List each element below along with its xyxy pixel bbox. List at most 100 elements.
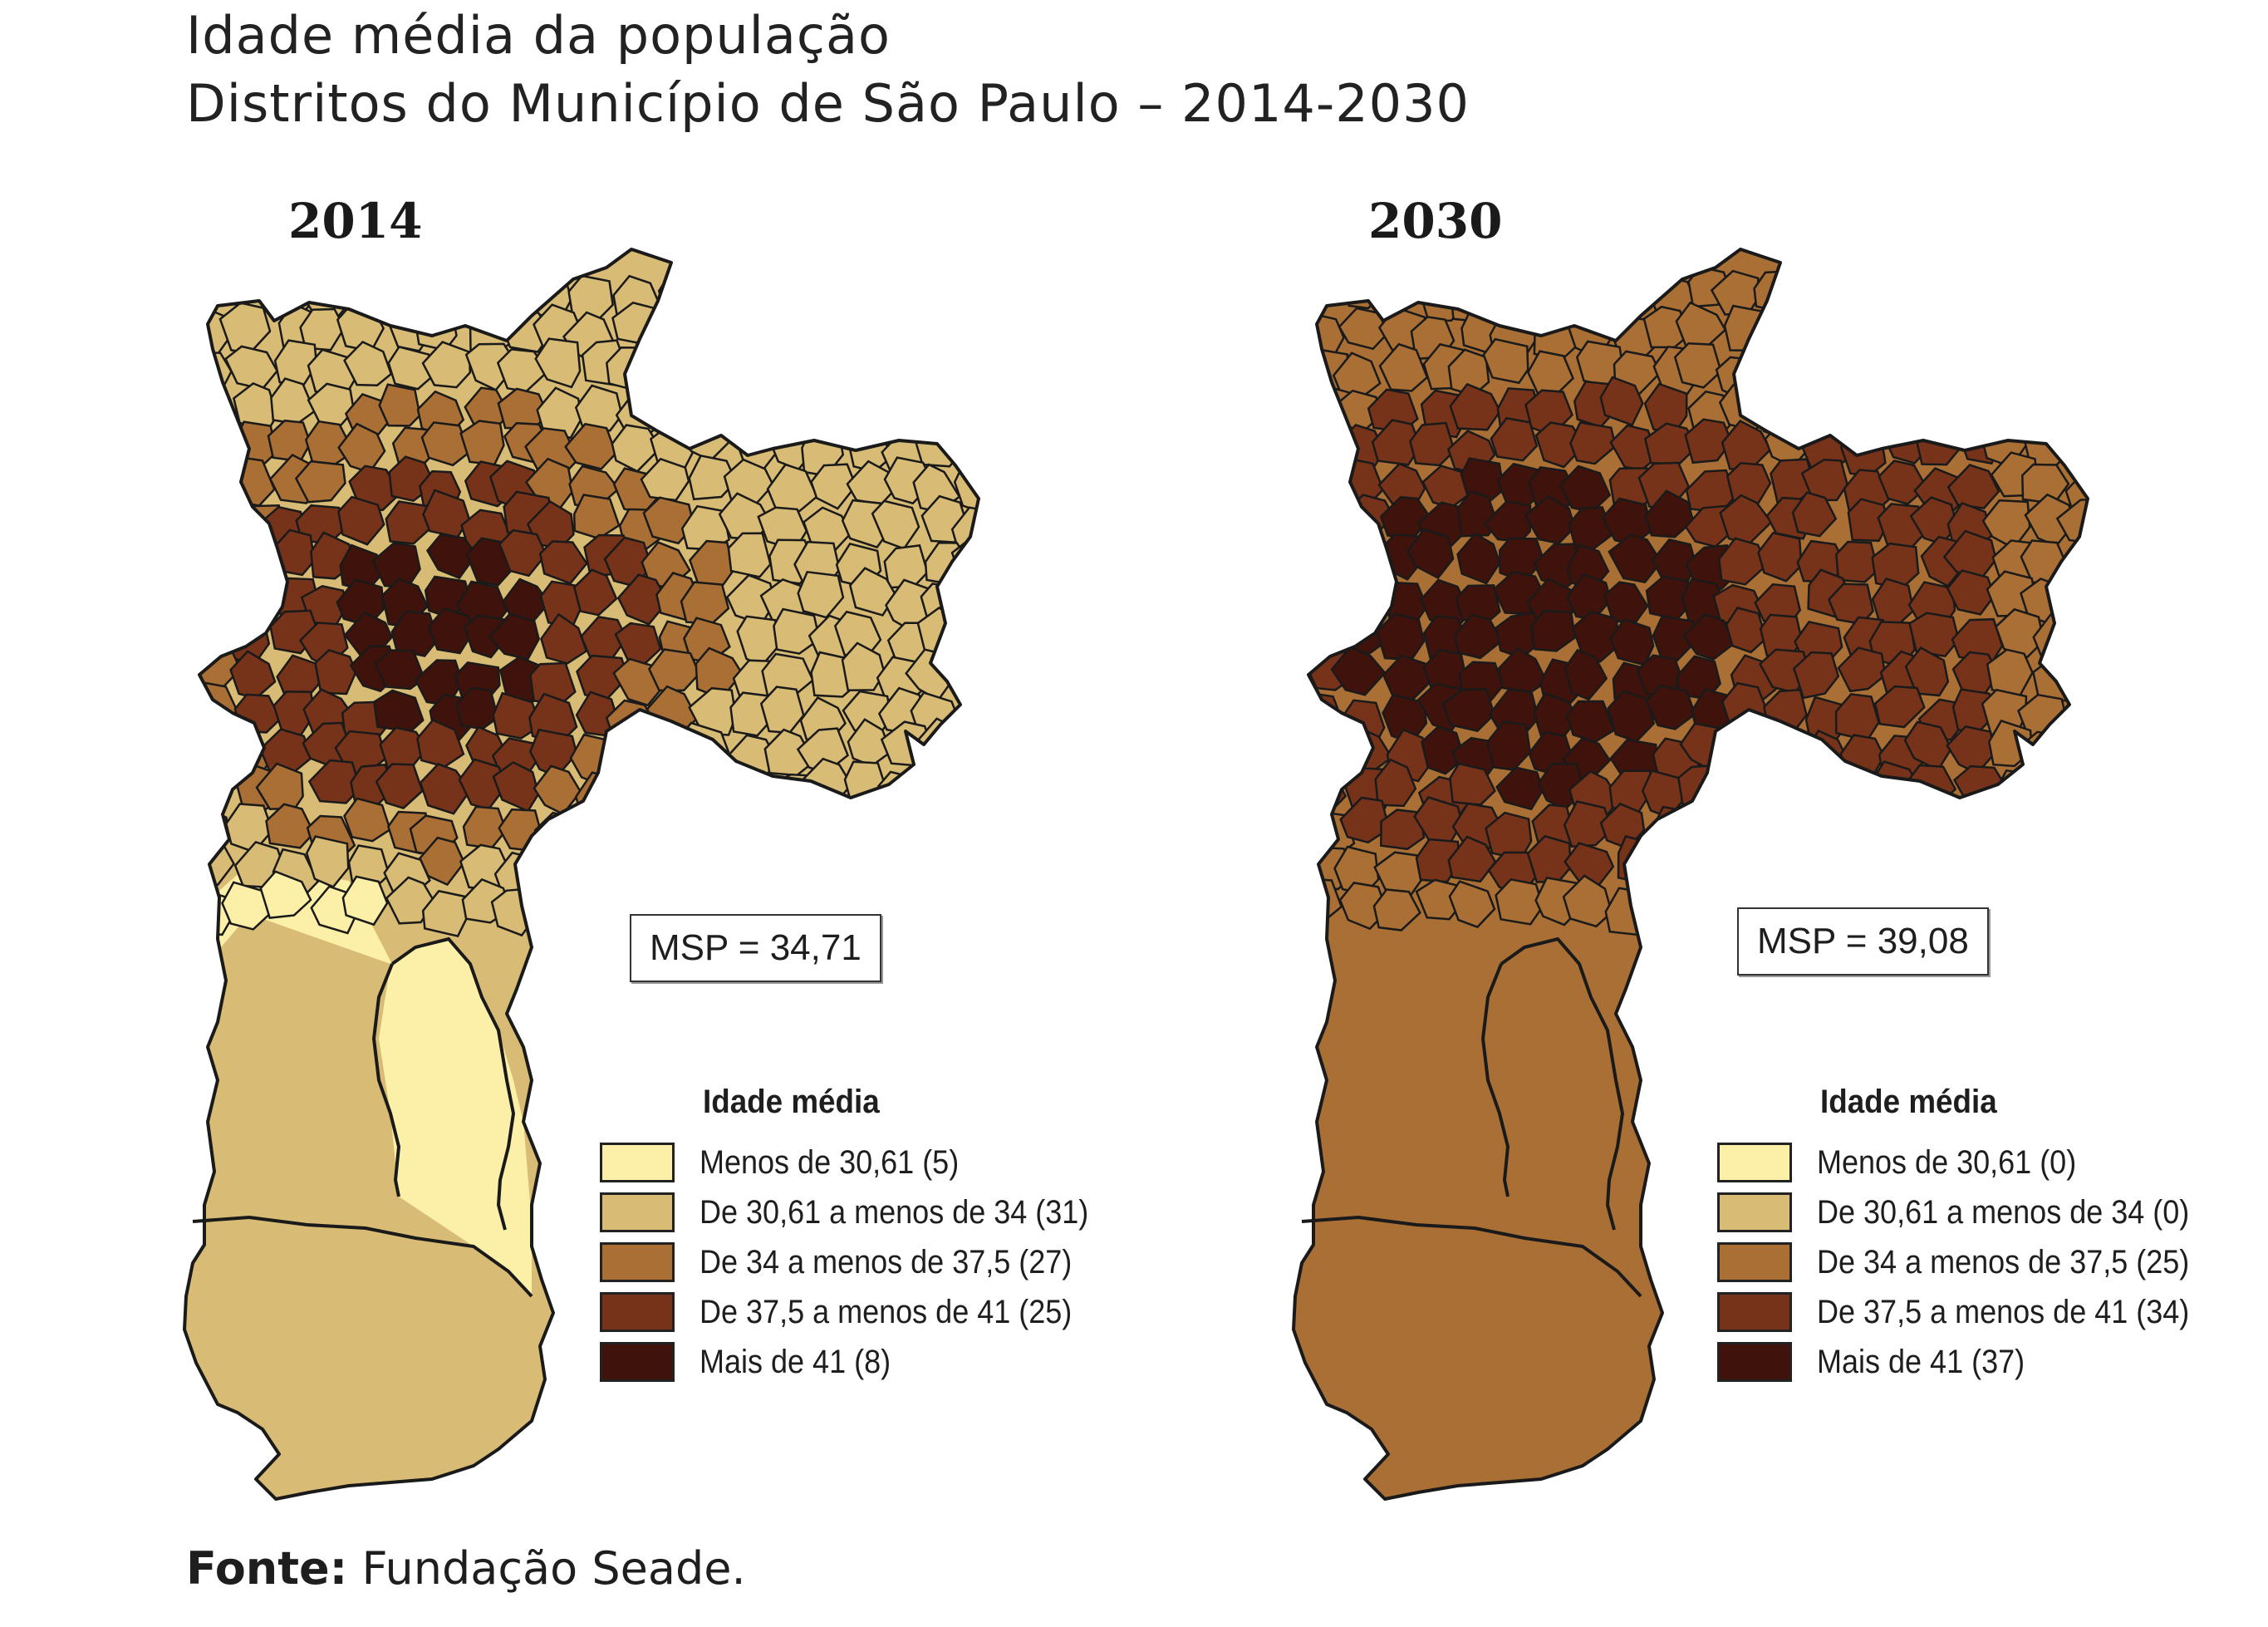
district-polygon — [2070, 653, 2088, 703]
district-polygon — [1946, 266, 2000, 317]
district-polygon — [946, 725, 979, 775]
district-polygon — [420, 421, 471, 467]
district-polygon — [1299, 469, 1354, 514]
district-polygon — [762, 378, 809, 426]
legend-swatch — [600, 1242, 675, 1282]
district-polygon — [1995, 607, 2045, 659]
district-polygon — [294, 460, 346, 504]
district-polygon — [1676, 808, 1731, 858]
map-panel-2014: 2014 MSP = 34,71 Idade média Menos de 30… — [183, 193, 1132, 1501]
legend-swatch — [600, 1192, 675, 1232]
district-polygon — [186, 383, 230, 431]
district-polygon — [2063, 430, 2088, 472]
south-region — [1302, 864, 1641, 1296]
district-polygon — [650, 388, 700, 435]
legend-label: Menos de 30,61 (0) — [1817, 1143, 2077, 1181]
district-polygon — [949, 887, 979, 931]
district-polygon — [1835, 851, 1879, 897]
district-polygon — [1644, 489, 1695, 538]
legend-swatch — [1717, 1143, 1792, 1182]
legend-item: De 34 a menos de 37,5 (27) — [600, 1237, 1132, 1287]
district-polygon — [1298, 728, 1349, 782]
district-polygon — [1915, 848, 1965, 899]
district-polygon — [805, 347, 858, 396]
district-polygon — [1447, 835, 1497, 883]
district-polygon — [492, 691, 542, 740]
title-line-2: Distritos do Município de São Paulo – 20… — [186, 73, 1470, 134]
district-polygon — [1986, 386, 2040, 430]
district-polygon — [1982, 310, 2035, 357]
district-polygon — [616, 729, 665, 778]
district-polygon — [1990, 267, 2045, 317]
district-polygon — [1641, 881, 1684, 933]
district-polygon — [642, 496, 695, 545]
district-polygon — [1305, 504, 1357, 548]
district-polygon — [1495, 766, 1544, 811]
district-polygon — [1871, 305, 1917, 349]
district-polygon — [906, 312, 960, 353]
district-polygon — [2066, 882, 2088, 927]
district-polygon — [915, 270, 965, 317]
district-polygon — [1335, 529, 1387, 581]
district-polygon — [1341, 581, 1386, 628]
district-polygon — [1415, 838, 1460, 883]
district-polygon — [1723, 732, 1770, 783]
district-polygon — [722, 265, 771, 311]
district-polygon — [1675, 882, 1728, 930]
district-polygon — [1756, 389, 1811, 441]
district-polygon — [810, 374, 856, 421]
district-polygon — [953, 343, 979, 392]
district-polygon — [1534, 421, 1586, 469]
district-polygon — [427, 607, 474, 655]
district-polygon — [1456, 532, 1501, 585]
district-polygon — [314, 648, 357, 696]
district-polygon — [2062, 578, 2088, 627]
district-polygon — [1563, 800, 1613, 848]
legend-title: Idade média — [1820, 1084, 1997, 1120]
district-polygon — [1608, 533, 1662, 583]
district-polygon — [343, 797, 391, 843]
district-polygon — [1876, 272, 1926, 313]
district-polygon — [1758, 348, 1806, 397]
district-polygon — [1378, 342, 1429, 392]
district-polygon — [953, 802, 979, 845]
district-polygon — [875, 378, 918, 425]
msp-average-box: MSP = 39,08 — [1737, 907, 1989, 976]
district-polygon — [960, 389, 979, 436]
district-polygon — [884, 877, 939, 931]
district-polygon — [380, 268, 435, 317]
district-polygon — [1485, 270, 1532, 319]
district-polygon — [1804, 308, 1851, 358]
district-polygon — [1873, 685, 1926, 729]
district-polygon — [1718, 770, 1773, 818]
district-polygon — [1294, 426, 1342, 470]
district-polygon — [773, 607, 821, 655]
district-polygon — [766, 354, 819, 398]
district-polygon — [343, 340, 393, 386]
district-polygon — [1835, 540, 1879, 583]
district-polygon — [1882, 802, 1933, 853]
legend-label: De 34 a menos de 37,5 (27) — [700, 1243, 1073, 1280]
district-polygon — [572, 568, 618, 617]
district-polygon — [754, 852, 808, 899]
district-polygon — [1331, 613, 1386, 656]
district-polygon — [1798, 381, 1846, 428]
district-polygon — [1947, 343, 1996, 389]
district-polygon — [722, 762, 773, 812]
district-polygon — [911, 353, 960, 401]
legend-swatch — [1717, 1242, 1792, 1282]
district-polygon — [840, 874, 888, 922]
district-boundary — [390, 936, 516, 1231]
legend-swatch — [600, 1292, 675, 1332]
district-boundary — [1500, 936, 1625, 1231]
district-polygon — [1986, 348, 2031, 397]
district-map-2014 — [183, 248, 980, 1501]
district-polygon — [1482, 337, 1529, 385]
district-polygon — [955, 764, 979, 812]
district-polygon — [916, 806, 970, 853]
district-polygon — [691, 269, 741, 316]
district-polygon — [1760, 730, 1809, 782]
legend-item: Mais de 41 (8) — [600, 1337, 1132, 1387]
district-polygon — [1913, 276, 1961, 327]
district-polygon — [1569, 421, 1617, 465]
